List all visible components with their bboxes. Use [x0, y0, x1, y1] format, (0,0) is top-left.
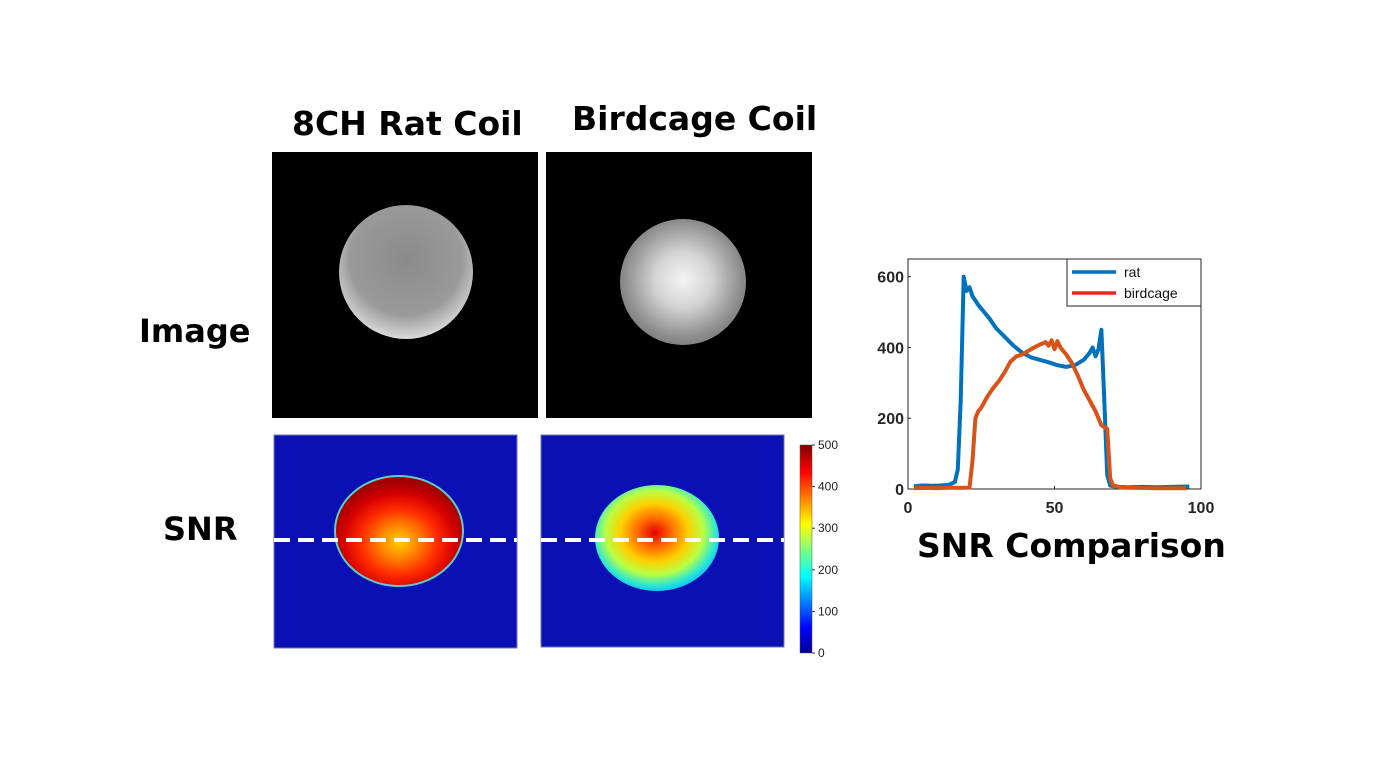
chart-legend: rat birdcage	[1066, 258, 1202, 307]
y-tick-label: 600	[877, 270, 904, 287]
column-title-birdcage-coil: Birdcage Coil	[572, 99, 818, 138]
snr-profile-chart: 0 50 100 0 200 400 600 rat birdcage	[877, 258, 1214, 517]
x-tick-label: 0	[904, 500, 913, 517]
birdcage-coil-phantom	[620, 219, 746, 345]
snr-colorbar	[799, 444, 813, 654]
colorbar-tick-label: 200	[818, 563, 838, 577]
y-tick-label: 200	[877, 411, 904, 428]
row-label-image: Image	[139, 312, 251, 350]
colorbar-tick-label: 0	[818, 646, 825, 660]
y-tick-label: 400	[877, 340, 904, 357]
chart-lines	[913, 274, 1190, 491]
rat-coil-phantom	[339, 205, 473, 339]
x-tick-label: 100	[1188, 500, 1215, 517]
colorbar-tick-label: 300	[818, 521, 838, 535]
legend-label-birdcage: birdcage	[1124, 285, 1178, 301]
y-tick-label: 0	[895, 482, 904, 499]
series-line-birdcage	[913, 338, 1187, 491]
birdcage-snr-phantom	[595, 485, 719, 591]
legend-box	[1066, 258, 1202, 307]
x-tick-label: 50	[1046, 500, 1064, 517]
colorbar-tick-label: 500	[818, 438, 838, 452]
legend-label-rat: rat	[1124, 264, 1140, 280]
colorbar-tick-label: 100	[818, 604, 838, 618]
column-title-rat-coil: 8CH Rat Coil	[292, 104, 523, 143]
colorbar-tick-label: 400	[818, 480, 838, 494]
row-label-snr: SNR	[163, 510, 238, 548]
rat-snr-phantom	[334, 475, 464, 587]
chart-axes: 0 50 100 0 200 400 600	[877, 270, 1214, 517]
chart-title: SNR Comparison	[917, 526, 1226, 565]
colorbar-ticks: 500 400 300 200 100 0	[812, 438, 838, 660]
